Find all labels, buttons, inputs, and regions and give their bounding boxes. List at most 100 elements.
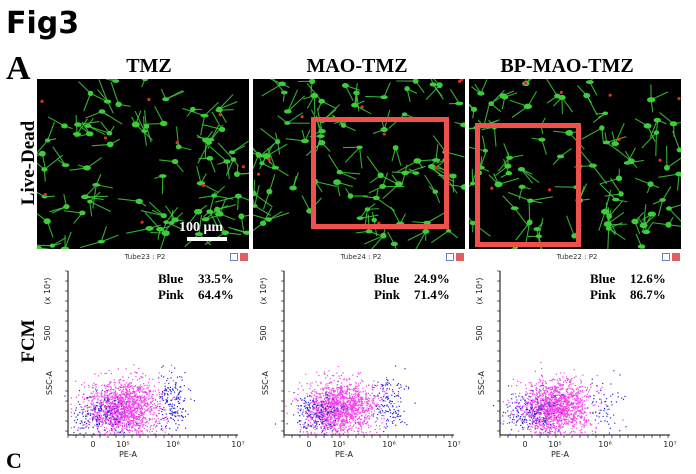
cell bbox=[216, 108, 234, 123]
stat-blue-label: Blue bbox=[374, 271, 399, 287]
dead-cell bbox=[300, 115, 303, 118]
stat-pink-value: 86.7% bbox=[630, 287, 666, 303]
y-axis-exponent: (x 10⁴) bbox=[259, 278, 268, 305]
x-tick-label: 10⁵ bbox=[332, 440, 345, 449]
cell bbox=[522, 79, 534, 86]
cell bbox=[98, 79, 114, 113]
dead-cell bbox=[219, 113, 222, 116]
cell bbox=[159, 159, 183, 172]
restore-icon[interactable] bbox=[446, 253, 454, 261]
stat-blue-value: 33.5% bbox=[198, 271, 234, 287]
cell bbox=[635, 178, 659, 193]
restore-icon[interactable] bbox=[662, 253, 670, 261]
cell bbox=[501, 93, 517, 109]
close-icon[interactable] bbox=[240, 253, 248, 261]
cell bbox=[593, 111, 608, 122]
cell bbox=[431, 229, 458, 243]
x-tick-label: 10⁵ bbox=[548, 440, 561, 449]
cell bbox=[141, 202, 167, 218]
cell bbox=[659, 112, 681, 136]
x-tick-label: 10⁷ bbox=[447, 440, 460, 449]
stat-blue-label: Blue bbox=[158, 271, 183, 287]
cell bbox=[303, 93, 318, 114]
y-tick-label: 500 bbox=[259, 325, 268, 340]
cell bbox=[605, 178, 624, 197]
cell bbox=[388, 232, 398, 249]
cell bbox=[261, 128, 281, 154]
column-title-tmz: TMZ bbox=[44, 55, 254, 78]
cell bbox=[176, 127, 191, 150]
highlight-box bbox=[475, 123, 581, 247]
dead-cell bbox=[176, 141, 179, 144]
figure-title: Fig3 bbox=[6, 6, 79, 41]
x-tick-label: 0 bbox=[522, 440, 527, 449]
cell bbox=[182, 102, 218, 135]
cell bbox=[198, 156, 215, 172]
cell bbox=[126, 225, 161, 233]
y-axis-label: SSC-A bbox=[477, 371, 486, 395]
fcm-header-mao-tmz: Tube24 : P2 bbox=[254, 253, 468, 263]
close-icon[interactable] bbox=[672, 253, 680, 261]
x-tick-label: 10⁷ bbox=[663, 440, 676, 449]
cell bbox=[37, 209, 53, 237]
cell bbox=[92, 139, 120, 147]
x-tick-label: 10⁶ bbox=[382, 440, 395, 449]
dead-cell bbox=[617, 138, 620, 141]
cell bbox=[289, 173, 298, 191]
close-icon[interactable] bbox=[456, 253, 464, 261]
stat-pink-label: Pink bbox=[590, 287, 616, 303]
x-axis-label: PE-A bbox=[335, 450, 354, 459]
dead-cell bbox=[104, 136, 107, 139]
cell bbox=[455, 120, 465, 138]
cell bbox=[635, 119, 655, 142]
cell bbox=[80, 226, 118, 247]
cell bbox=[253, 211, 289, 221]
cell bbox=[64, 211, 85, 224]
cell bbox=[61, 232, 71, 249]
next-panel-letter: C bbox=[6, 448, 22, 474]
x-axis-label: PE-A bbox=[551, 450, 570, 459]
cell bbox=[600, 169, 623, 184]
x-axis-label: PE-A bbox=[119, 450, 138, 459]
cell bbox=[471, 79, 487, 95]
dead-cell bbox=[560, 91, 563, 94]
micrograph-mao-tmz bbox=[253, 79, 465, 249]
stat-pink-label: Pink bbox=[374, 287, 400, 303]
cell bbox=[666, 204, 681, 222]
cell bbox=[426, 79, 443, 100]
cell bbox=[650, 118, 666, 138]
y-axis-exponent: (x 10⁴) bbox=[475, 278, 484, 305]
fcm-tube-label: Tube23 : P2 bbox=[125, 253, 166, 261]
x-tick-label: 10⁶ bbox=[598, 440, 611, 449]
cell bbox=[238, 213, 249, 230]
cell bbox=[111, 82, 131, 107]
dead-cell bbox=[524, 82, 527, 85]
cell bbox=[581, 125, 604, 144]
cell bbox=[92, 174, 113, 208]
cell bbox=[37, 238, 66, 248]
x-tick-label: 10⁶ bbox=[166, 440, 179, 449]
cell bbox=[365, 83, 390, 100]
cell bbox=[546, 79, 561, 103]
dead-cell bbox=[609, 94, 612, 97]
y-tick-label: 500 bbox=[43, 325, 52, 340]
stat-blue-value: 24.9% bbox=[414, 271, 450, 287]
cell bbox=[636, 234, 648, 249]
dead-cell bbox=[147, 98, 150, 101]
cell bbox=[69, 158, 101, 171]
stat-blue-label: Blue bbox=[590, 271, 615, 287]
row-label-fcm: FCM bbox=[18, 306, 40, 376]
cell bbox=[48, 117, 73, 129]
highlight-box bbox=[311, 117, 449, 229]
dead-cell bbox=[658, 159, 661, 162]
cell bbox=[87, 192, 111, 216]
fcm-header-bp-mao-tmz: Tube22 : P2 bbox=[470, 253, 684, 263]
dead-cell bbox=[140, 221, 143, 224]
restore-icon[interactable] bbox=[230, 253, 238, 261]
cell bbox=[586, 79, 599, 95]
cell bbox=[154, 174, 166, 194]
cell bbox=[449, 89, 463, 105]
